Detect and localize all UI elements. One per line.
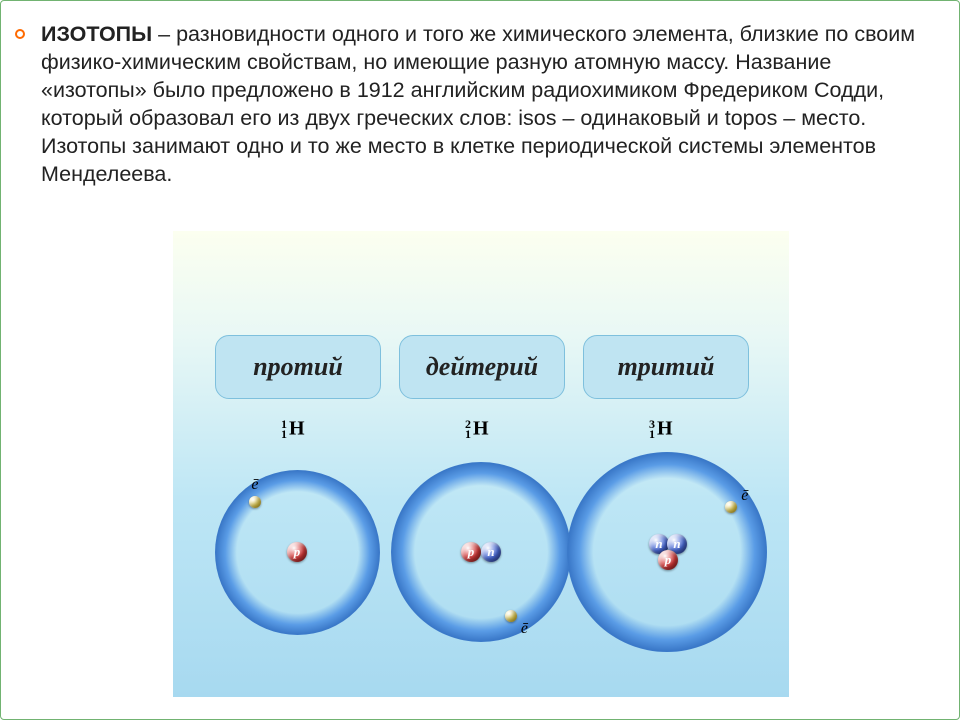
nucleon-label-0-0: p [292, 544, 302, 560]
isotope-label-0: протий [215, 335, 381, 399]
isotope-diagram: протий11Hpēдейтерий21Hpnēтритий31Hnnpē [173, 231, 789, 697]
isotope-symbol-2: 31H [649, 417, 673, 440]
nucleon-label-2-1: n [672, 536, 682, 552]
title-word: ИЗОТОПЫ [41, 22, 152, 46]
isotope-label-1: дейтерий [399, 335, 565, 399]
electron-1 [505, 610, 517, 622]
definition-text: ИЗОТОПЫ – разновидности одного и того же… [1, 1, 959, 199]
nucleon-label-2-2: p [663, 552, 673, 568]
nucleon-label-1-0: p [466, 544, 476, 560]
electron-label-1: ē [521, 620, 528, 638]
body-text: – разновидности одного и того же химичес… [41, 22, 915, 186]
electron-label-0: ē [251, 476, 258, 494]
isotope-symbol-1: 21H [465, 417, 489, 440]
nucleon-label-1-1: n [486, 544, 496, 560]
electron-label-2: ē [741, 487, 748, 505]
isotope-label-2: тритий [583, 335, 749, 399]
isotope-symbol-0: 11H [281, 417, 305, 440]
nucleon-label-2-0: n [654, 536, 664, 552]
bullet-icon [15, 29, 25, 39]
